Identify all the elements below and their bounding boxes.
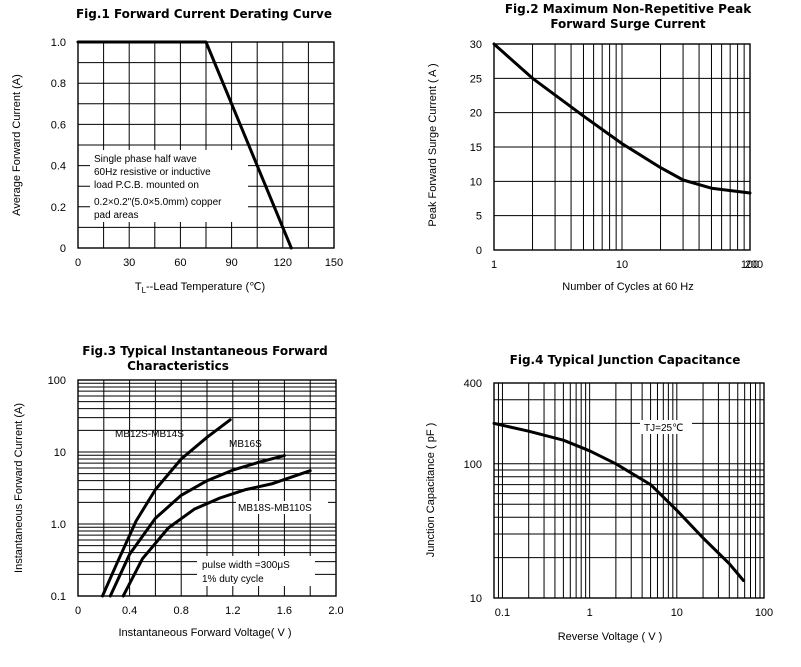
fig2-y-tick-label: 10 — [470, 176, 482, 188]
fig2-y-tick-label: 20 — [470, 108, 482, 120]
fig3-x-tick-label: 0.8 — [174, 605, 189, 617]
fig1-x-tick-label: 90 — [225, 257, 237, 269]
fig1-x-tick-label: 120 — [274, 257, 292, 269]
fig4-x-tick-label: 10 — [671, 607, 683, 619]
fig4-note-background — [640, 420, 692, 434]
fig3-series-label-mb12s: MB12S-MB14S — [115, 429, 184, 440]
fig4-annotation: TJ=25℃ — [644, 423, 683, 434]
fig1-note-background — [90, 150, 248, 222]
fig1-x-tick-label: 60 — [174, 257, 186, 269]
fig1-title: Fig.1 Forward Current Derating Curve — [76, 7, 332, 21]
fig4-plot-frame — [493, 382, 765, 599]
fig4-title: Fig.4 Typical Junction Capacitance — [510, 353, 741, 367]
fig3-x-tick-label: 0.4 — [122, 605, 137, 617]
fig3-chart: Fig.3 Typical Instantaneous Forward Char… — [13, 344, 344, 639]
fig2-x-tick-label: 1 — [491, 259, 497, 271]
fig1-note-line: 0.2×0.2"(5.0×5.0mm) copper — [94, 197, 222, 208]
fig3-y-axis-label: Instantaneous Forward Current (A) — [13, 403, 25, 573]
fig3-plot-frame — [77, 379, 337, 597]
fig4-y-axis-label: Junction Capacitance ( pF ) — [425, 423, 437, 558]
fig4-series-line-1 — [492, 421, 745, 582]
fig4-x-axis-label: Reverse Voltage ( V ) — [558, 631, 663, 643]
fig3-y-tick-label: 1.0 — [51, 519, 66, 531]
fig3-title-line2: Characteristics — [127, 359, 229, 373]
fig1-note-line: Single phase half wave — [94, 154, 197, 165]
fig3-series-label-mb16s: MB16S — [229, 439, 262, 450]
fig1-chart: Fig.1 Forward Current Derating Curve 0 30… — [11, 7, 343, 295]
fig3-series-line-3 — [121, 469, 312, 598]
fig3-series-line-2 — [108, 454, 286, 598]
fig1-x-tick-label: 30 — [123, 257, 135, 269]
fig2-x-tick-label: 100 — [741, 259, 759, 271]
fig3-x-axis-label: Instantaneous Forward Voltage( V ) — [118, 627, 291, 639]
fig2-y-axis-label: Peak Forward Surge Current ( A ) — [427, 63, 439, 226]
fig3-x-tick-label: 0 — [75, 605, 81, 617]
fig3-y-tick-label: 0.1 — [51, 591, 66, 603]
fig1-x-tick-label: 150 — [325, 257, 343, 269]
fig1-series-line-1 — [76, 40, 293, 250]
fig1-y-tick-label: 0.8 — [51, 78, 66, 90]
fig4-chart: Fig.4 Typical Junction Capacitance 0.1 1 1… — [425, 353, 773, 643]
fig3-x-tick-label: 1.6 — [277, 605, 292, 617]
fig4-x-tick-label: 0.1 — [495, 607, 510, 619]
fig1-x-axis-label: TL--Lead Temperature (℃) — [135, 281, 265, 295]
fig2-x-tick-label: 200 — [745, 259, 763, 271]
fig2-x-axis-label: Number of Cycles at 60 Hz — [562, 281, 693, 293]
fig3-note-line: pulse width =300μS — [202, 560, 290, 571]
fig1-y-axis-label: Average Forward Current (A) — [11, 74, 23, 216]
fig3-series-label-mb18s: MB18S-MB110S — [238, 503, 312, 514]
fig1-note-line: 60Hz resistive or inductive — [94, 167, 211, 178]
fig1-note-line: load P.C.B. mounted on — [94, 180, 199, 191]
fig2-y-tick-label: 15 — [470, 142, 482, 154]
fig2-y-tick-label: 5 — [476, 211, 482, 223]
fig1-note-line: pad areas — [94, 210, 138, 221]
fig3-note-background — [197, 556, 315, 586]
fig2-series-line-1 — [492, 42, 752, 195]
fig2-title-line2: Forward Surge Current — [550, 17, 706, 31]
fig4-x-tick-label: 100 — [755, 607, 773, 619]
fig2-plot-frame — [493, 43, 751, 251]
fig3-series-label-background — [236, 501, 328, 514]
fig4-y-tick-label: 10 — [470, 593, 482, 605]
fig1-y-tick-label: 0.6 — [51, 119, 66, 131]
fig4-x-tick-label: 1 — [587, 607, 593, 619]
fig2-y-tick-label: 0 — [476, 245, 482, 257]
fig2-y-tick-label: 25 — [470, 73, 482, 85]
fig4-y-tick-label: 100 — [464, 459, 482, 471]
fig4-y-tick-label: 400 — [464, 378, 482, 390]
fig3-y-tick-label: 100 — [48, 375, 66, 387]
fig3-series-line-1 — [101, 418, 232, 598]
fig2-title: Fig.2 Maximum Non-Repetitive Peak — [505, 2, 752, 16]
fig1-x-tick-label: 0 — [75, 257, 81, 269]
fig2-x-tick-label: 10 — [616, 259, 628, 271]
fig1-y-tick-label: 0 — [60, 243, 66, 255]
fig3-note-line: 1% duty cycle — [202, 574, 264, 585]
fig3-x-tick-label: 2.0 — [328, 605, 343, 617]
fig3-y-tick-label: 10 — [54, 447, 66, 459]
fig2-chart: Fig.2 Maximum Non-Repetitive Peak Forwar… — [427, 2, 763, 293]
fig1-annotation: Single phase half wave 60Hz resistive or… — [94, 154, 222, 221]
fig3-x-tick-label: 1.2 — [225, 605, 240, 617]
fig1-y-tick-label: 0.2 — [51, 202, 66, 214]
fig3-title: Fig.3 Typical Instantaneous Forward — [82, 344, 328, 358]
fig1-y-tick-label: 0.4 — [51, 161, 66, 173]
fig2-y-tick-label: 30 — [470, 39, 482, 51]
fig1-y-tick-label: 1.0 — [51, 37, 66, 49]
